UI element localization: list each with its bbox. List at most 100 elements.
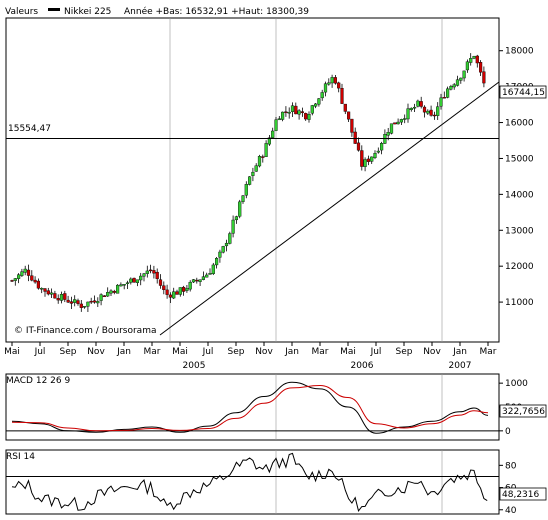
x-month-label: Jan [452,347,467,357]
candle-body [360,150,364,167]
candle-body [46,290,50,295]
candle-body [247,176,252,185]
candle-body [475,55,479,64]
candle-body [323,83,328,93]
rsi-panel-frame [5,449,500,515]
candle-body [304,113,308,120]
candle-body [86,301,90,307]
x-month-label: Nov [87,347,105,357]
candle-body [373,153,377,158]
rsi-ytick-label: 80 [505,461,517,471]
valeurs-label: Valeurs [5,7,38,17]
x-month-label: Nov [423,347,441,357]
candle-body [205,274,209,278]
candle-body [112,290,116,293]
rsi-line [11,452,488,513]
candle-body [59,293,64,301]
candle-body [115,284,120,294]
candle-body [446,88,450,98]
candle-body [472,56,476,59]
candle-body [231,219,235,234]
candle-body [129,278,133,283]
candle-body [426,110,430,114]
current-value-box [499,85,547,99]
candle-body [317,98,321,105]
x-month-label: Jan [116,347,131,357]
candle-body [69,301,73,304]
candle-body [432,114,436,117]
current-value-label: 16744,15 [502,88,545,98]
candle-body [261,156,265,158]
candle-body [406,108,410,120]
candle-body [165,289,169,295]
candle-body [198,279,202,282]
candle-body [281,111,285,120]
price-ytick-label: 12000 [505,262,534,272]
candle-body [290,105,295,112]
candle-body [20,271,24,276]
candle-body [333,77,337,84]
candle-body [422,106,427,113]
candle-body [251,171,255,176]
candle-body [82,305,87,308]
candle-body [63,293,67,300]
candle-body [413,106,417,109]
candle-body [195,279,199,282]
x-year-label: 2007 [449,361,472,371]
x-month-label: Sep [396,347,413,357]
candle-body [396,121,400,125]
candle-body [386,132,390,136]
candle-body [416,100,420,107]
x-month-label: Jul [202,347,214,357]
candle-body [238,201,242,217]
candle-body [267,137,271,145]
macd-title: MACD 12 26 9 [6,376,70,386]
candle-body [148,269,153,272]
candle-body [162,285,166,290]
candle-body [310,105,314,114]
trend-line [159,81,500,336]
price-ytick-label: 16000 [505,119,534,129]
candle-body [92,300,97,303]
rsi-ytick-label: 40 [505,506,517,516]
series-name: Nikkei 225 [64,7,111,17]
legend-swatch [48,8,60,11]
candle-body [297,110,301,115]
rsi-value-label: 48,2316 [502,490,539,500]
candle-body [244,184,248,196]
x-month-label: Mar [144,347,161,357]
x-month-label: Mai [340,347,356,357]
candle-body [122,284,126,286]
x-month-label: Mar [480,347,497,357]
candle-body [96,301,100,304]
candle-body [99,294,103,301]
candle-body [393,122,397,125]
candle-body [178,287,182,295]
candle-body [366,158,370,162]
price-ytick-label: 14000 [505,190,534,200]
x-year-label: 2005 [183,361,206,371]
candle-body [89,300,93,303]
candle-body [469,58,473,63]
candle-body [175,291,179,295]
candle-body [452,84,456,88]
x-month-label: Jul [34,347,46,357]
price-panel-frame [5,17,500,343]
candle-body [449,86,453,90]
candle-body [479,62,483,73]
candle-body [79,303,83,308]
x-month-label: Sep [228,347,245,357]
candle-body [172,291,176,299]
price-ytick-label: 13000 [505,226,534,236]
candle-body [436,106,440,116]
candle-body [442,97,446,99]
candle-body [13,278,17,281]
candle-body [271,130,275,138]
candle-body [343,103,347,112]
candle-body [40,288,44,290]
candle-body [300,111,304,113]
x-month-label: Mai [172,347,188,357]
candle-body [36,280,40,289]
x-month-label: Mar [312,347,329,357]
